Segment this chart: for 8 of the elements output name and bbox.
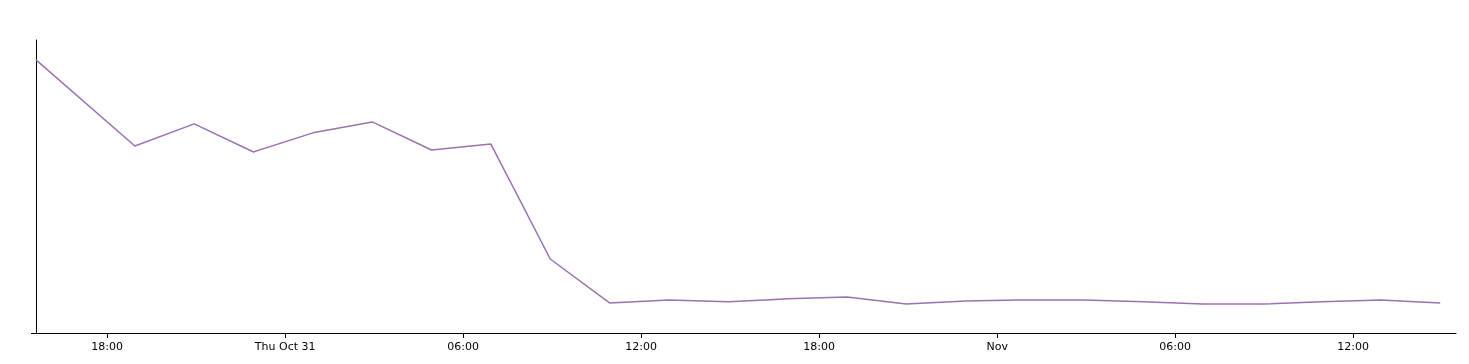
x-tick-label: 06:00	[1159, 340, 1192, 353]
x-tick-label: 18:00	[803, 340, 836, 353]
x-tick-label: Thu Oct 31	[253, 340, 316, 353]
x-tick-label: 18:00	[91, 340, 124, 353]
x-tick-label: 12:00	[1337, 340, 1370, 353]
x-tick-label: 12:00	[625, 340, 658, 353]
x-tick-label: 06:00	[447, 340, 480, 353]
x-tick-label: Nov	[986, 340, 1009, 353]
